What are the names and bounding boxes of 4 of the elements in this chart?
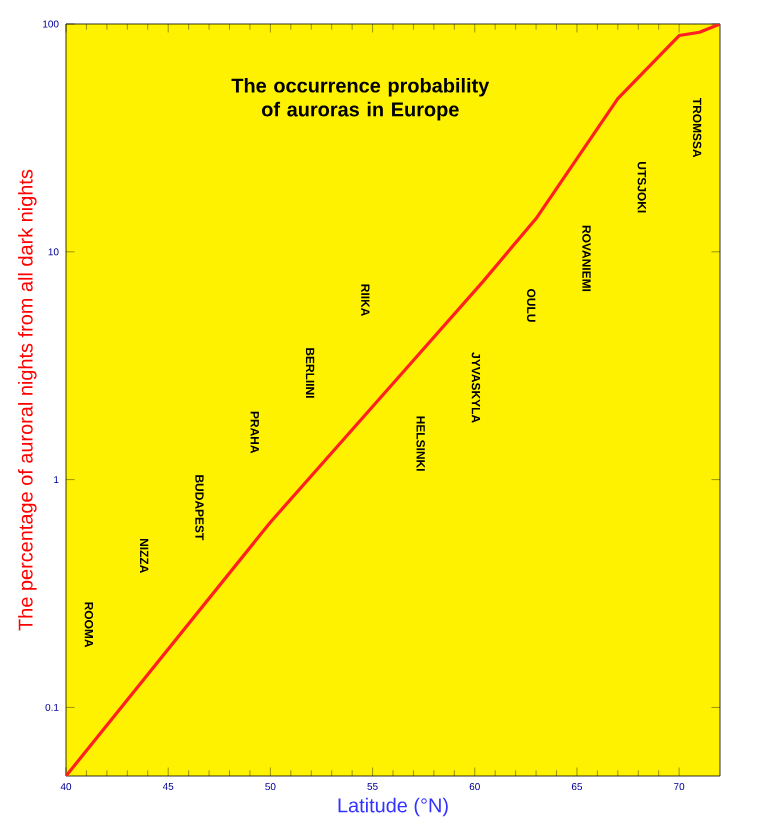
text: The occurrence probability of auroras in Europe xyxy=(231,77,490,121)
x-axis-title: Latitude (°N) xyxy=(338,797,448,817)
y-axis-title: The percentage of auroral nights from all dark nights xyxy=(18,169,37,631)
line-series xyxy=(66,23,720,776)
